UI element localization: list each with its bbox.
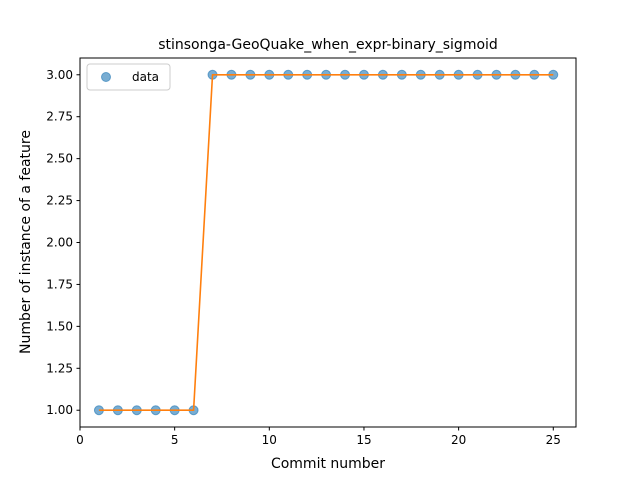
axes-frame bbox=[80, 58, 576, 427]
y-tick-label: 1.25 bbox=[46, 361, 73, 375]
x-axis-title: Commit number bbox=[271, 456, 385, 472]
y-tick-label: 2.00 bbox=[46, 236, 73, 250]
chart-title: stinsonga-GeoQuake_when_expr-binary_sigm… bbox=[158, 37, 498, 53]
x-tick-label: 5 bbox=[171, 433, 179, 447]
y-tick-label: 2.75 bbox=[46, 110, 73, 124]
series-line bbox=[99, 75, 553, 410]
plot-area bbox=[94, 70, 557, 414]
x-tick-label: 25 bbox=[546, 433, 561, 447]
y-tick-label: 3.00 bbox=[46, 68, 73, 82]
y-axis: 1.00 1.25 1.50 1.75 2.00 2.25 2.50 2.75 3.00 bbox=[46, 68, 80, 417]
legend: data bbox=[87, 64, 170, 90]
y-axis-title: Number of instance of a feature bbox=[18, 130, 34, 354]
x-tick-label: 10 bbox=[262, 433, 277, 447]
y-tick-label: 1.00 bbox=[46, 403, 73, 417]
legend-marker bbox=[102, 73, 111, 82]
y-tick-label: 2.25 bbox=[46, 194, 73, 208]
y-tick-label: 1.75 bbox=[46, 277, 73, 291]
y-tick-label: 2.50 bbox=[46, 152, 73, 166]
x-axis: 0 5 10 15 20 25 bbox=[76, 427, 561, 447]
y-tick-label: 1.50 bbox=[46, 319, 73, 333]
x-tick-label: 0 bbox=[76, 433, 84, 447]
legend-label: data bbox=[132, 70, 159, 84]
x-tick-label: 20 bbox=[451, 433, 466, 447]
x-tick-label: 15 bbox=[356, 433, 371, 447]
